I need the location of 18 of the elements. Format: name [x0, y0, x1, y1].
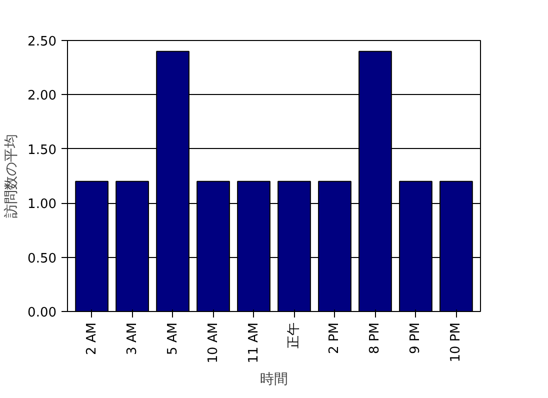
y-tick-label: 2.00 — [28, 88, 57, 104]
x-tick-label: 10 PM — [448, 322, 464, 362]
x-tick-label: 9 PM — [408, 322, 424, 354]
x-tick-label: 2 PM — [327, 322, 342, 354]
x-tick-label: 5 AM — [165, 322, 180, 356]
y-tick-label: 1.50 — [28, 142, 57, 158]
y-axis-title: 訪問数の平均 — [4, 134, 20, 218]
x-tick-label: 2 AM — [84, 322, 100, 356]
y-tick-label: 1.00 — [28, 197, 57, 212]
x-tick-label: 正午 — [286, 322, 302, 348]
x-tick-label: 8 PM — [368, 322, 383, 354]
y-tick-label: 0.00 — [28, 306, 57, 320]
y-tick-label: 0.50 — [28, 251, 57, 266]
x-axis-title: 時間 — [260, 371, 288, 388]
x-tick-label: 3 AM — [124, 322, 140, 356]
x-tick-label: 10 AM — [206, 322, 221, 364]
x-tick-label: 11 AM — [246, 322, 262, 364]
y-tick-label: 2.50 — [28, 34, 57, 50]
